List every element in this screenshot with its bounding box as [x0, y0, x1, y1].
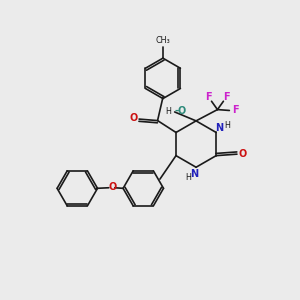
Text: H: H [224, 121, 230, 130]
Text: F: F [205, 92, 212, 102]
Text: O: O [108, 182, 116, 192]
Text: H: H [185, 173, 191, 182]
Text: N: N [215, 123, 223, 133]
Text: -O: -O [174, 106, 187, 116]
Text: F: F [223, 92, 230, 102]
Text: O: O [130, 113, 138, 124]
Text: F: F [232, 106, 238, 116]
Text: CH₃: CH₃ [155, 36, 170, 45]
Text: N: N [190, 169, 199, 179]
Text: H: H [165, 106, 171, 116]
Text: O: O [239, 148, 247, 159]
